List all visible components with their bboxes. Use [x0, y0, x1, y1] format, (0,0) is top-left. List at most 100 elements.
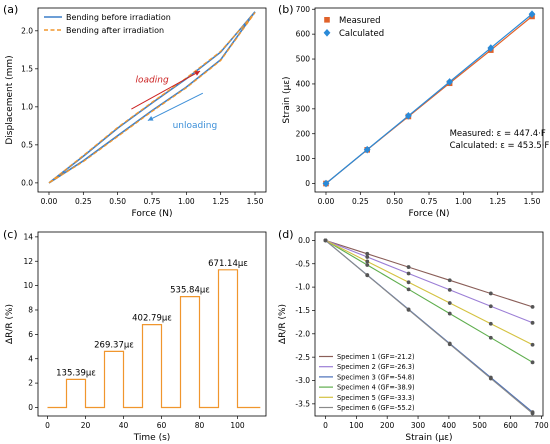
x-axis-label-d: Strain (με)	[405, 433, 452, 443]
data-label-c-1: 269.37με	[94, 340, 134, 350]
annotation-text-a-0: loading	[136, 76, 169, 86]
x-tick-label-c: 100	[230, 421, 245, 430]
y-tick-label-a: 0.0	[21, 178, 33, 187]
x-tick-label-a: 0.75	[144, 197, 161, 206]
point-d-4-1	[365, 259, 370, 264]
y-tick-label-c: 6	[28, 330, 33, 339]
series-line-a-1	[48, 12, 256, 184]
point-d-3-3	[447, 311, 452, 316]
x-tick-label-a: 1.50	[247, 197, 264, 206]
point-b-1-0	[322, 179, 330, 188]
y-tick-label-c: 4	[28, 354, 33, 363]
legend-label-a-0: Bending before irradiation	[66, 13, 171, 22]
x-tick-label-d: 400	[442, 421, 457, 430]
x-axis-label-b: Force (N)	[409, 209, 450, 219]
x-tick-label-a: 0.50	[109, 197, 126, 206]
point-d-1-5	[530, 320, 535, 325]
x-tick-label-b: 0.25	[352, 197, 369, 206]
annotation-arrow-a-0-head	[194, 71, 201, 76]
series-line-b-1	[325, 13, 533, 184]
series-line-d-0	[325, 239, 533, 308]
y-axis-label-c: ΔR/R (%)	[5, 304, 15, 344]
x-tick-label-d: 300	[411, 421, 426, 430]
y-tick-label-c: 8	[28, 306, 33, 315]
y-tick-label-c: 14	[23, 232, 33, 241]
point-d-0-3	[447, 278, 452, 283]
y-tick-label-b: 100	[296, 154, 311, 163]
point-d-5-1	[365, 273, 370, 278]
panel-label-a: (a)	[3, 3, 18, 16]
x-tick-label-c: 20	[81, 421, 91, 430]
y-tick-label-c: 12	[23, 257, 33, 266]
y-tick-label-b: 0	[305, 179, 310, 188]
x-tick-label-a: 0.25	[75, 197, 92, 206]
y-tick-label-d: -2.0	[295, 329, 310, 338]
x-tick-label-d: 700	[534, 421, 549, 430]
point-b-1-1	[363, 145, 371, 154]
annotation-text-b-1: Calculated: ε = 453.5·F	[450, 141, 550, 151]
y-tick-label-b: 300	[296, 104, 311, 113]
annotation-arrow-a-1	[147, 92, 204, 121]
panel-c: 0 20 40 60 80 100 0 2 4 6 8 10 12 14 Time (s) ΔR/R (%) 1…	[5, 231, 267, 443]
y-tick-label-c: 10	[23, 281, 33, 290]
legend-a: Bending before irradiation Bending after …	[44, 13, 171, 35]
legend-label-d-2: Specimen 3 (GF=-54.8)	[337, 373, 415, 381]
x-tick-label-c: 80	[195, 421, 205, 430]
point-d-3-1	[365, 263, 370, 267]
legend-swatch-b-0	[324, 17, 330, 23]
point-d-5-3	[447, 342, 452, 347]
y-tick-label-b: 700	[296, 5, 311, 14]
x-tick-label-c: 0	[45, 421, 50, 430]
panel-label-b: (b)	[278, 3, 294, 16]
y-tick-label-a: 0.5	[21, 140, 33, 149]
legend-b: Measured Calculated	[323, 16, 384, 39]
point-d-3-5	[530, 360, 535, 365]
x-tick-label-c: 60	[157, 421, 167, 430]
point-d-3-4	[488, 335, 493, 340]
point-d-0-5	[530, 304, 535, 309]
legend-label-b-1: Calculated	[339, 29, 384, 39]
point-b-1-5	[528, 10, 536, 18]
point-d-1-2	[406, 271, 411, 276]
y-tick-label-a: 1.5	[21, 64, 33, 73]
axes-frame-d	[314, 231, 544, 417]
y-tick-label-b: 400	[296, 80, 311, 89]
x-tick-label-d: 500	[473, 421, 488, 430]
point-d-5-5	[530, 411, 535, 416]
x-tick-label-d: 0	[323, 421, 328, 430]
point-b-1-3	[446, 78, 454, 86]
series-line-d-1	[325, 239, 533, 324]
x-tick-label-b: 1.50	[524, 197, 541, 206]
series-line-c	[47, 269, 261, 409]
point-d-0-1	[365, 251, 370, 256]
x-tick-label-d: 100	[349, 421, 364, 430]
legend-swatch-b-1	[323, 29, 331, 37]
y-axis-label-a: Displacement (mm)	[5, 55, 15, 144]
point-d-4-3	[447, 301, 452, 305]
x-tick-label-b: 0.75	[421, 197, 438, 206]
y-tick-label-d: -1.5	[295, 306, 310, 315]
y-tick-label-d: -3.0	[295, 376, 310, 385]
y-tick-label-a: 1.0	[21, 102, 33, 111]
point-d-1-1	[365, 255, 370, 259]
annotation-text-b-0: Measured: ε = 447.4·F	[450, 129, 546, 139]
point-d-4-5	[530, 342, 535, 347]
data-label-c-0: 135.39με	[56, 368, 96, 378]
x-tick-label-a: 0.00	[41, 197, 58, 206]
y-tick-label-c: 2	[28, 379, 33, 388]
point-b-1-2	[404, 111, 412, 120]
y-tick-label-d: -2.5	[295, 353, 310, 362]
point-d-0-2	[406, 265, 411, 269]
point-d-3-2	[406, 287, 411, 292]
x-tick-label-b: 0.00	[318, 197, 335, 206]
x-tick-label-a: 1.25	[212, 197, 229, 206]
y-axis-label-b: Strain (με)	[282, 76, 292, 123]
x-tick-label-b: 1.25	[489, 197, 506, 206]
legend-label-d-3: Specimen 4 (GF=-38.9)	[337, 384, 415, 392]
y-tick-label-d: -1.0	[295, 283, 310, 292]
y-tick-label-d: 0.0	[298, 236, 310, 245]
point-d-5-0	[323, 238, 328, 243]
point-d-1-3	[447, 287, 452, 292]
point-d-5-2	[406, 307, 411, 312]
